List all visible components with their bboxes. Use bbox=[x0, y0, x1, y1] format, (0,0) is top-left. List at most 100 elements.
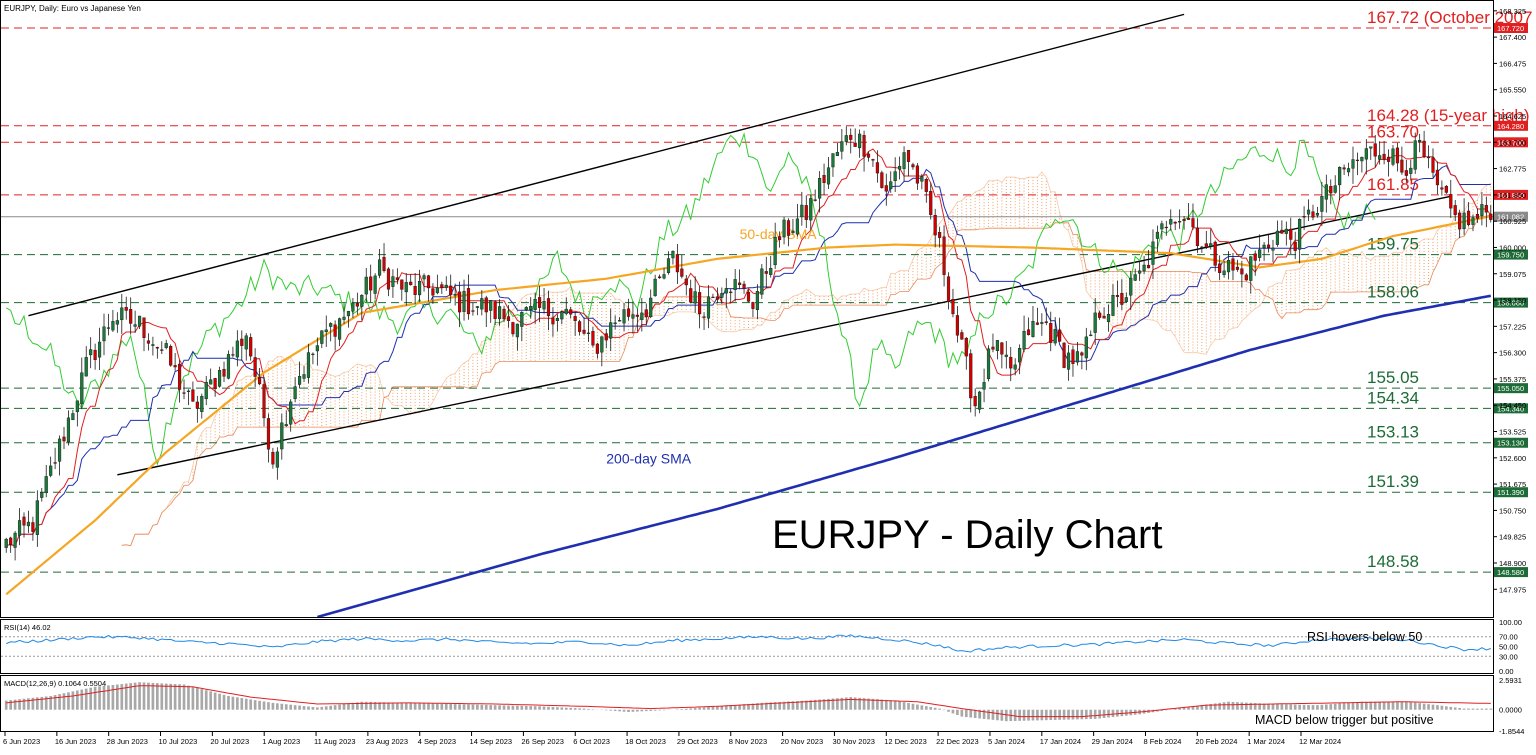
candle-bull bbox=[102, 326, 106, 342]
candle-bull bbox=[40, 492, 44, 498]
candle-bull bbox=[1324, 184, 1328, 200]
candle-bull bbox=[1249, 256, 1253, 281]
date-tick-label: 16 Jun 2023 bbox=[55, 737, 96, 746]
candle-bull bbox=[818, 177, 822, 199]
level-tag bbox=[1494, 120, 1528, 131]
candle-bull bbox=[444, 284, 448, 288]
candle-bear bbox=[862, 135, 866, 157]
rsi-panel-frame bbox=[0, 619, 1494, 674]
candle-bear bbox=[1026, 329, 1031, 336]
candle-bear bbox=[1355, 159, 1360, 161]
candle-bear bbox=[684, 278, 688, 286]
candle-bear bbox=[1289, 228, 1293, 240]
candle-bear bbox=[191, 389, 195, 402]
rsi-tick-label: 100.00 bbox=[1499, 618, 1522, 627]
candle-bear bbox=[1302, 216, 1306, 218]
candle-bull bbox=[640, 312, 644, 321]
price-tick-label: 150.750 bbox=[1499, 506, 1526, 515]
candle-bear bbox=[675, 254, 679, 273]
candle-bear bbox=[764, 271, 768, 274]
candle-bear bbox=[658, 276, 662, 279]
candle-bull bbox=[529, 306, 533, 310]
candle-bear bbox=[155, 347, 159, 349]
candle-bull bbox=[706, 296, 711, 319]
candle-bull bbox=[1258, 249, 1262, 258]
level-tag bbox=[1494, 297, 1528, 308]
candle-bull bbox=[297, 376, 302, 385]
candle-bear bbox=[1120, 292, 1124, 305]
level-tag bbox=[1494, 189, 1528, 200]
rsi-tick-label: 50.00 bbox=[1499, 643, 1518, 652]
candle-bear bbox=[915, 165, 919, 184]
candle-bull bbox=[844, 135, 848, 142]
candle-bull bbox=[422, 275, 426, 280]
candle-bear bbox=[1071, 349, 1075, 364]
candle-bear bbox=[1444, 185, 1448, 193]
candle-bear bbox=[1049, 323, 1053, 343]
candle-bull bbox=[1320, 196, 1324, 212]
level-label: 153.13 bbox=[1367, 423, 1419, 442]
date-tick-label: 14 Sep 2023 bbox=[470, 737, 513, 746]
candle-bear bbox=[849, 134, 853, 140]
date-tick-label: 23 Aug 2023 bbox=[366, 737, 408, 746]
price-tick-label: 156.300 bbox=[1499, 349, 1526, 358]
candle-bull bbox=[329, 323, 333, 327]
level-tag-label: 161.850 bbox=[1497, 191, 1524, 200]
candle-bull bbox=[293, 386, 297, 399]
candle-bear bbox=[231, 354, 235, 356]
candle-bear bbox=[689, 288, 693, 303]
candle-bear bbox=[1195, 227, 1200, 247]
candle-bear bbox=[386, 268, 391, 290]
date-tick-label: 20 Nov 2023 bbox=[781, 737, 824, 746]
candle-bull bbox=[346, 310, 351, 317]
candle-bear bbox=[1182, 219, 1186, 222]
candle-bull bbox=[1306, 209, 1311, 215]
candle-bear bbox=[458, 291, 462, 313]
candle-bull bbox=[209, 379, 213, 385]
candle-bull bbox=[586, 332, 591, 334]
macd-note: MACD below trigger but positive bbox=[1255, 713, 1434, 727]
candle-bull bbox=[1160, 223, 1164, 230]
candle-bear bbox=[1311, 211, 1315, 218]
candle-bull bbox=[720, 293, 724, 298]
candle-bull bbox=[342, 316, 346, 320]
candle-bear bbox=[960, 332, 964, 340]
candle-bull bbox=[782, 219, 786, 238]
candle-bull bbox=[631, 314, 635, 319]
date-tick-label: 11 Aug 2023 bbox=[314, 737, 356, 746]
candle-bear bbox=[880, 172, 884, 188]
candle-bull bbox=[826, 167, 831, 185]
candle-bull bbox=[4, 538, 8, 548]
candle-bear bbox=[911, 164, 915, 168]
candle-bull bbox=[515, 323, 519, 338]
candle-bull bbox=[373, 275, 377, 294]
candle-bear bbox=[729, 291, 733, 293]
candle-bull bbox=[151, 344, 155, 346]
candle-bear bbox=[253, 357, 257, 377]
candle-bear bbox=[1035, 322, 1039, 325]
candle-bear bbox=[1253, 253, 1257, 261]
candle-bear bbox=[449, 285, 453, 296]
candle-bear bbox=[1280, 229, 1284, 234]
candle-bull bbox=[1133, 274, 1137, 281]
candle-bull bbox=[226, 354, 231, 379]
rsi-line bbox=[6, 634, 1491, 653]
candle-bear bbox=[1058, 329, 1062, 342]
candle-bear bbox=[466, 288, 471, 315]
candle-bull bbox=[666, 258, 671, 273]
candle-bull bbox=[995, 340, 999, 352]
candle-bear bbox=[635, 314, 639, 317]
candle-bull bbox=[1169, 219, 1173, 225]
candle-bear bbox=[1484, 205, 1488, 213]
candle-bull bbox=[1151, 241, 1155, 265]
date-tick-label: 12 Dec 2023 bbox=[884, 737, 927, 746]
candle-bull bbox=[1391, 148, 1395, 165]
candle-bull bbox=[204, 381, 208, 400]
candle-bear bbox=[546, 298, 551, 317]
candle-bear bbox=[871, 159, 875, 161]
level-tag bbox=[1494, 383, 1528, 394]
candle-bull bbox=[889, 181, 893, 190]
level-label: 151.39 bbox=[1367, 472, 1419, 491]
